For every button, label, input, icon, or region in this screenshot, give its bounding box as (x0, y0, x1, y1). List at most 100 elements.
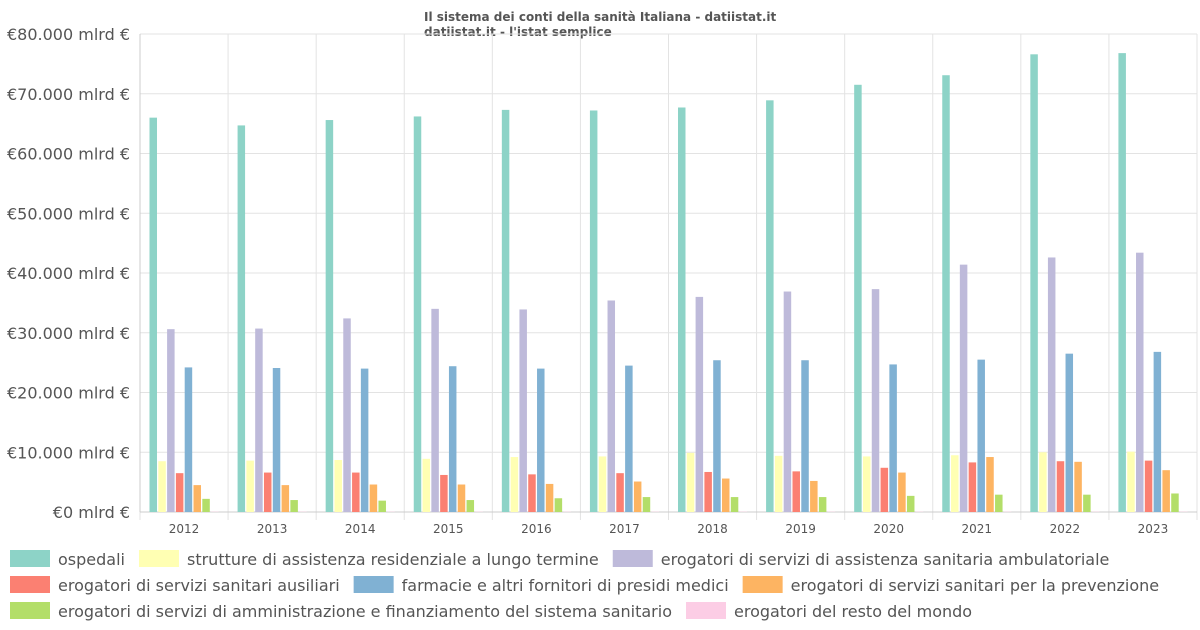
chart-title: Il sistema dei conti della sanità Italia… (424, 10, 776, 40)
y-tick-label: €80.000 mlrd € (7, 25, 130, 44)
legend: ospedali strutture di assistenza residenz… (10, 550, 1159, 621)
legend-swatch (138, 550, 179, 567)
bar (810, 480, 818, 512)
legend-swatch (10, 602, 50, 619)
x-tick-label: 2022 (1050, 522, 1081, 536)
bar (995, 494, 1003, 512)
legend-swatch (353, 576, 394, 593)
x-tick-label: 2023 (1138, 522, 1169, 536)
x-tick-label: 2021 (962, 522, 993, 536)
bar (642, 497, 651, 512)
bar (413, 116, 422, 512)
bar (880, 467, 889, 512)
y-tick-label: €10.000 mlrd € (7, 443, 130, 462)
bar (686, 452, 695, 512)
x-tick-label: 2019 (785, 522, 816, 536)
x-tick-label: 2018 (697, 522, 728, 536)
bar (695, 296, 704, 512)
legend-swatch (10, 576, 50, 593)
y-tick-label: €50.000 mlrd € (7, 204, 130, 223)
x-tick-label: 2015 (433, 522, 464, 536)
bar (184, 367, 193, 512)
bar (1030, 54, 1038, 512)
bar (713, 360, 721, 512)
bar (537, 368, 545, 512)
y-tick-label: €0 mlrd € (53, 503, 130, 522)
y-axis-ticks: €0 mlrd € €10.000 mlrd € €20.000 mlrd € €30… (7, 25, 130, 522)
bar (448, 366, 457, 512)
bar (1047, 257, 1056, 512)
bar (202, 498, 210, 512)
x-tick-label: 2013 (257, 522, 288, 536)
bar (149, 117, 157, 513)
bar (545, 483, 554, 512)
bar (457, 484, 466, 512)
bar (633, 481, 642, 512)
bar (801, 360, 809, 512)
bar (360, 368, 369, 512)
bar (378, 500, 386, 512)
bar (1039, 452, 1047, 512)
grid-lines (139, 33, 1198, 520)
bar (1074, 461, 1082, 512)
bar (968, 462, 977, 512)
bar (281, 485, 290, 512)
bar (792, 471, 800, 512)
legend-label: farmacie e altri fornitori di presidi me… (402, 576, 729, 595)
bar (818, 497, 827, 512)
bar (625, 365, 633, 512)
bar (440, 474, 448, 512)
bar (158, 461, 166, 512)
bar (704, 471, 712, 512)
bar (722, 478, 730, 512)
legend-label: erogatori di servizi sanitari ausiliari (58, 576, 340, 595)
bar (607, 300, 616, 512)
bar (589, 110, 598, 512)
bar (977, 359, 985, 512)
y-tick-label: €60.000 mlrd € (7, 145, 130, 164)
legend-label: strutture di assistenza residenziale a l… (187, 550, 599, 569)
bar (862, 456, 871, 512)
bar (951, 455, 959, 512)
bar (889, 364, 897, 512)
bar (272, 368, 281, 512)
legend-swatch (10, 550, 50, 567)
bar (616, 473, 624, 512)
bar (501, 109, 510, 512)
bar (290, 500, 298, 512)
bar (1153, 351, 1162, 512)
x-tick-label: 2017 (609, 522, 640, 536)
bar (334, 460, 342, 512)
bar (431, 308, 439, 512)
bar (730, 497, 739, 512)
bar (1083, 494, 1091, 512)
bar (237, 125, 246, 512)
bar (1162, 470, 1170, 512)
legend-swatch (612, 550, 653, 567)
x-tick-label: 2014 (345, 522, 376, 536)
bar (898, 472, 906, 512)
bar (959, 264, 968, 512)
bar (422, 458, 431, 512)
legend-swatch (742, 576, 783, 593)
bar (175, 473, 184, 512)
x-tick-label: 2016 (521, 522, 552, 536)
bar (598, 456, 607, 512)
y-tick-label: €20.000 mlrd € (7, 384, 130, 403)
bar (871, 289, 880, 512)
bar (1144, 460, 1153, 512)
bar (774, 455, 783, 512)
chart-title-line2: datiistat.it - l'istat semplice (424, 25, 612, 39)
y-tick-label: €30.000 mlrd € (7, 324, 130, 343)
legend-label: erogatori di servizi di amministrazione … (58, 602, 672, 621)
bar (1118, 53, 1126, 513)
bar (352, 472, 360, 512)
bar (528, 474, 536, 512)
bar (466, 500, 475, 512)
bar (343, 318, 351, 512)
bar (1171, 493, 1179, 512)
chart-title-line1: Il sistema dei conti della sanità Italia… (424, 10, 777, 24)
y-tick-label: €40.000 mlrd € (7, 264, 130, 283)
x-tick-label: 2020 (873, 522, 904, 536)
